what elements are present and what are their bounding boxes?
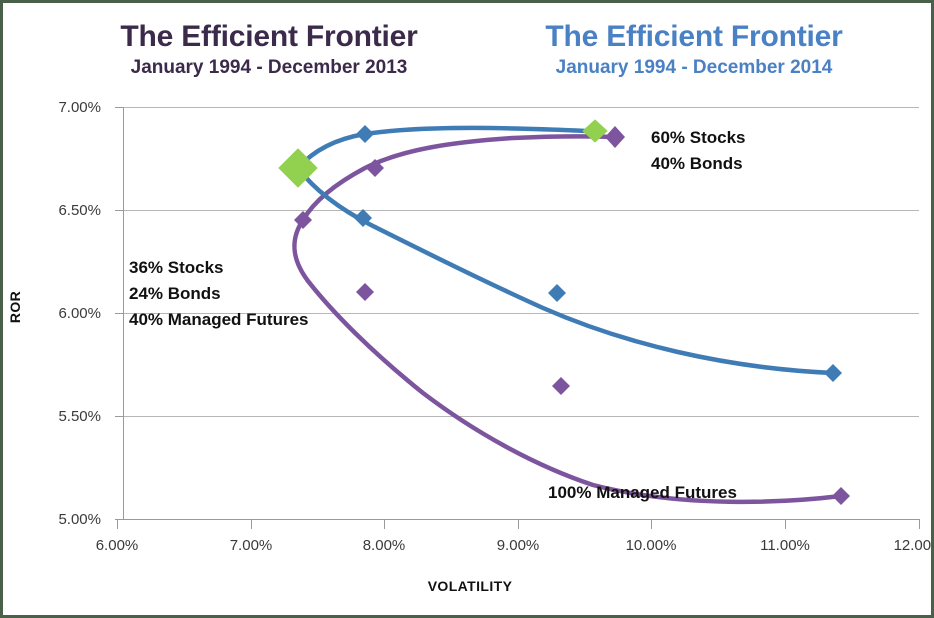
series-line-2014: [287, 219, 841, 499]
marker-2013-p4: [356, 125, 374, 143]
annotation-100-managed-futures: 100% Managed Futures: [548, 480, 737, 506]
x-tick-label-6: 6.00%: [95, 537, 139, 554]
highlight-marker-36-24-40: [278, 148, 318, 188]
y-tick-label-650: 6.50%: [58, 202, 101, 219]
marker-2014-p2: [552, 377, 570, 395]
marker-2013-p2: [548, 284, 566, 302]
marker-2014-p1: [832, 487, 850, 505]
annotation-36-stocks-24-bonds-40-mf: 36% Stocks 24% Bonds 40% Managed Futures: [129, 255, 309, 333]
chart-title-right: The Efficient Frontier: [545, 20, 843, 53]
marker-2014-p3: [356, 283, 374, 301]
annotation-line-3: 40% Managed Futures: [129, 310, 309, 329]
annotation-60-stocks-40-bonds: 60% Stocks 40% Bonds: [651, 125, 746, 177]
series-2013-upper-branch: [295, 125, 604, 171]
series-2014-lower-branch: [292, 217, 844, 505]
gridlines: [123, 107, 919, 417]
plot-area: [3, 3, 931, 615]
series-2013-markers: [354, 125, 842, 382]
x-axis-ticks: [116, 519, 921, 529]
series-2014-upper-branch: [300, 134, 618, 223]
y-tick-label-5: 5.00%: [58, 511, 101, 528]
annotation-line-1: 100% Managed Futures: [548, 483, 737, 502]
annotation-line-1: 60% Stocks: [651, 128, 746, 147]
annotation-line-2: 24% Bonds: [129, 284, 221, 303]
x-tick-label-12: 12.00%: [893, 537, 932, 554]
title-block-2014: The Efficient Frontier January 1994 - De…: [479, 19, 909, 81]
series-2013-lower-branch: [295, 165, 836, 376]
series-2014-markers: [294, 126, 850, 505]
chart-subtitle-left: January 1994 - December 2013: [130, 57, 408, 78]
marker-2013-p3: [354, 209, 372, 227]
marker-2014-p5: [366, 159, 384, 177]
marker-2014-p6: [605, 126, 625, 148]
chart-subtitle-right: January 1994 - December 2014: [555, 57, 833, 78]
y-tick-label-6: 6.00%: [58, 305, 101, 322]
x-axis-title: VOLATILITY: [427, 578, 513, 594]
x-tick-label-10: 10.00%: [625, 537, 677, 554]
y-axis-title: ROR: [7, 290, 23, 324]
marker-2013-p1: [824, 364, 842, 382]
y-tick-label-550: 5.50%: [58, 408, 101, 425]
title-block-2013: The Efficient Frontier January 1994 - De…: [49, 19, 489, 81]
y-axis-ticks: [115, 106, 124, 521]
x-tick-label-9: 9.00%: [496, 537, 540, 554]
highlight-marker-60-40: [582, 119, 608, 143]
x-tick-label-7: 7.00%: [229, 537, 273, 554]
x-tick-label-11: 11.00%: [760, 537, 810, 554]
marker-2014-p4: [294, 211, 312, 229]
annotation-line-1: 36% Stocks: [129, 258, 224, 277]
title-row: The Efficient Frontier January 1994 - De…: [3, 19, 931, 95]
highlight-markers: [278, 119, 608, 188]
chart-title-left: The Efficient Frontier: [120, 20, 418, 53]
annotation-line-2: 40% Bonds: [651, 154, 743, 173]
x-tick-label-8: 8.00%: [362, 537, 406, 554]
y-tick-label-7: 7.00%: [58, 99, 101, 116]
